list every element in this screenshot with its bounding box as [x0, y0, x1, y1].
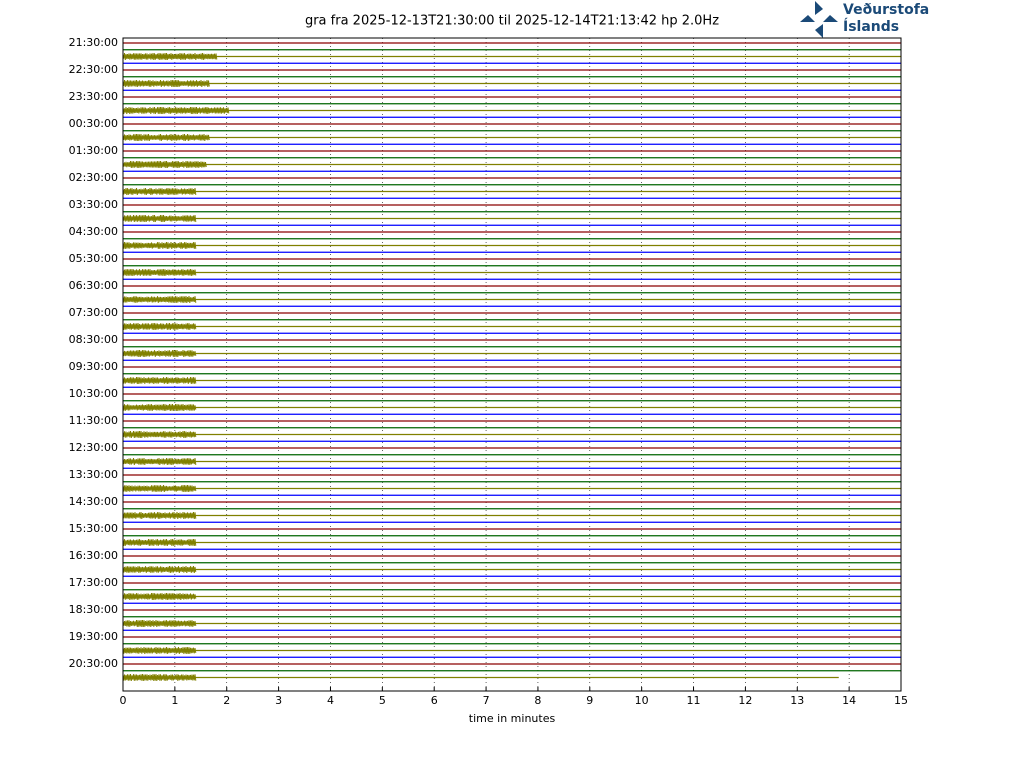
x-tick-label: 7: [483, 694, 490, 707]
x-tick-label: 8: [534, 694, 541, 707]
trace-burst: [122, 511, 197, 520]
y-tick-label: 21:30:00: [69, 36, 118, 49]
y-tick-label: 02:30:00: [69, 171, 118, 184]
y-tick-label: 17:30:00: [69, 576, 118, 589]
y-tick-label: 18:30:00: [69, 603, 118, 616]
trace-burst: [122, 539, 197, 546]
y-tick-label: 08:30:00: [69, 333, 118, 346]
logo-text: Veðurstofa: [843, 2, 929, 18]
y-tick-label: 10:30:00: [69, 387, 118, 400]
y-tick-label: 11:30:00: [69, 414, 118, 427]
y-tick-label: 07:30:00: [69, 306, 118, 319]
y-tick-label: 19:30:00: [69, 630, 118, 643]
trace-burst: [122, 349, 197, 358]
x-tick-label: 2: [223, 694, 230, 707]
logo: Veðurstofa Íslands: [800, 1, 929, 38]
logo-mark: [800, 1, 838, 38]
y-tick-label: 12:30:00: [69, 441, 118, 454]
y-tick-label: 00:30:00: [69, 117, 118, 130]
x-tick-label: 0: [120, 694, 127, 707]
trace-burst: [122, 188, 197, 195]
trace-burst: [122, 403, 197, 412]
y-tick-label: 16:30:00: [69, 549, 118, 562]
trace-burst: [122, 79, 210, 88]
x-tick-label: 1: [171, 694, 178, 707]
y-tick-label: 13:30:00: [69, 468, 118, 481]
x-tick-label: 12: [738, 694, 752, 707]
x-tick-label: 5: [379, 694, 386, 707]
y-tick-label: 20:30:00: [69, 657, 118, 670]
trace-burst: [122, 160, 207, 169]
y-tick-label: 23:30:00: [69, 90, 118, 103]
chart-title: gra fra 2025-12-13T21:30:00 til 2025-12-…: [305, 14, 719, 29]
y-tick-label: 05:30:00: [69, 252, 118, 265]
trace-burst: [122, 241, 197, 250]
x-axis-label: time in minutes: [469, 712, 556, 725]
trace-burst: [122, 565, 197, 574]
trace-burst: [122, 484, 197, 493]
trace-burst: [122, 53, 218, 60]
y-tick-label: 06:30:00: [69, 279, 118, 292]
trace-burst: [122, 673, 197, 682]
trace-burst: [122, 268, 197, 277]
x-tick-label: 3: [275, 694, 282, 707]
y-tick-label: 04:30:00: [69, 225, 118, 238]
x-tick-label: 13: [790, 694, 804, 707]
trace-burst: [122, 430, 197, 439]
trace-burst: [122, 295, 197, 304]
x-tick-label: 10: [635, 694, 649, 707]
plot-frame: [122, 37, 902, 692]
trace-burst: [122, 593, 197, 600]
trace-burst: [122, 214, 197, 223]
trace-burst: [122, 376, 197, 385]
y-tick-label: 09:30:00: [69, 360, 118, 373]
x-tick-label: 9: [586, 694, 593, 707]
y-tick-label: 22:30:00: [69, 63, 118, 76]
x-tick-label: 6: [431, 694, 438, 707]
trace-burst: [122, 619, 197, 628]
y-tick-label: 14:30:00: [69, 495, 118, 508]
trace-burst: [122, 457, 197, 466]
y-tick-label: 01:30:00: [69, 144, 118, 157]
y-tick-label: 15:30:00: [69, 522, 118, 535]
trace-burst: [122, 106, 230, 115]
y-tick-label: 03:30:00: [69, 198, 118, 211]
trace-burst: [122, 646, 197, 655]
logo-text: Íslands: [843, 18, 899, 35]
trace-burst: [122, 133, 210, 142]
trace-burst: [122, 322, 197, 331]
x-tick-label: 15: [894, 694, 908, 707]
x-tick-label: 4: [327, 694, 334, 707]
x-tick-label: 14: [842, 694, 856, 707]
x-tick-label: 11: [687, 694, 701, 707]
